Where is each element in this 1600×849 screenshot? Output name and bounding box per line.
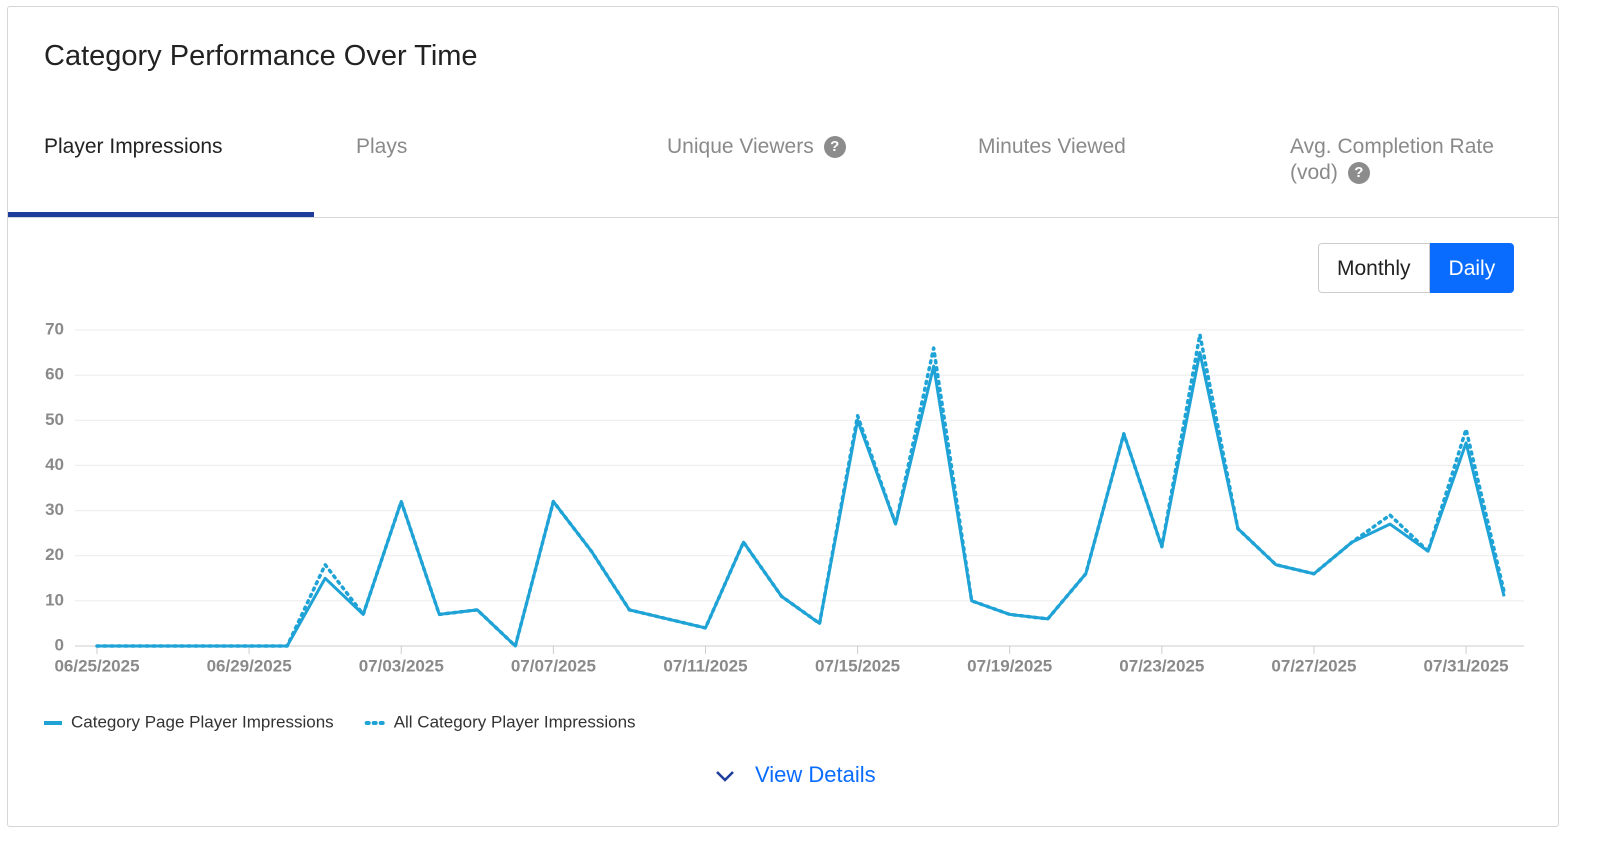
legend-label: Category Page Player Impressions xyxy=(71,712,334,731)
card-title: Category Performance Over Time xyxy=(44,40,478,72)
tab-divider xyxy=(8,217,1559,218)
x-tick-label: 07/31/2025 xyxy=(1424,656,1509,675)
tab[interactable]: Plays xyxy=(356,134,407,160)
series-line xyxy=(95,332,1506,648)
period-toggle: Monthly Daily xyxy=(1318,243,1515,293)
tab[interactable]: Avg. Completion Rate (vod)? xyxy=(1290,134,1520,186)
tab-label[interactable]: Minutes Viewed xyxy=(978,135,1126,158)
toggle-button[interactable]: Daily xyxy=(1429,243,1515,293)
help-icon[interactable]: ? xyxy=(823,136,846,159)
card xyxy=(7,6,1559,827)
y-tick-label: 40 xyxy=(45,455,64,474)
legend-label: All Category Player Impressions xyxy=(394,712,636,731)
tab-indicator xyxy=(8,212,314,217)
y-tick-label: 70 xyxy=(45,319,64,338)
y-tick-label: 50 xyxy=(45,410,64,429)
x-tick-label: 07/03/2025 xyxy=(359,656,444,675)
chevron-icon xyxy=(716,771,734,782)
x-tick-label: 07/19/2025 xyxy=(967,656,1052,675)
x-tick-label: 06/29/2025 xyxy=(207,656,292,675)
view-details[interactable]: View Details xyxy=(715,762,876,788)
tab[interactable]: Player Impressions xyxy=(44,134,223,160)
tab-label[interactable]: Unique Viewers xyxy=(667,135,814,158)
y-tick-label: 60 xyxy=(45,365,64,384)
y-tick-label: 0 xyxy=(55,635,64,654)
x-tick-label: 07/15/2025 xyxy=(815,656,900,675)
view-details-label[interactable]: View Details xyxy=(755,762,876,787)
y-tick-label: 30 xyxy=(45,500,64,519)
tab-label[interactable]: Plays xyxy=(356,135,408,158)
x-tick-label: 07/07/2025 xyxy=(511,656,596,675)
x-tick-label: 07/27/2025 xyxy=(1271,656,1356,675)
x-tick-label: 07/23/2025 xyxy=(1119,656,1204,675)
toggle-button[interactable]: Monthly xyxy=(1318,243,1430,293)
tab[interactable]: Unique Viewers? xyxy=(667,134,846,160)
y-tick-label: 20 xyxy=(45,545,64,564)
tab[interactable]: Minutes Viewed xyxy=(978,134,1126,160)
tab-label[interactable]: Avg. Completion Rate (vod) xyxy=(1290,135,1494,184)
x-tick-label: 06/25/2025 xyxy=(54,656,139,675)
x-tick-label: 07/11/2025 xyxy=(663,656,747,675)
y-tick-label: 10 xyxy=(45,590,64,609)
series-line xyxy=(97,351,1506,648)
tab-label[interactable]: Player Impressions xyxy=(44,135,223,158)
help-icon[interactable]: ? xyxy=(1347,162,1370,185)
